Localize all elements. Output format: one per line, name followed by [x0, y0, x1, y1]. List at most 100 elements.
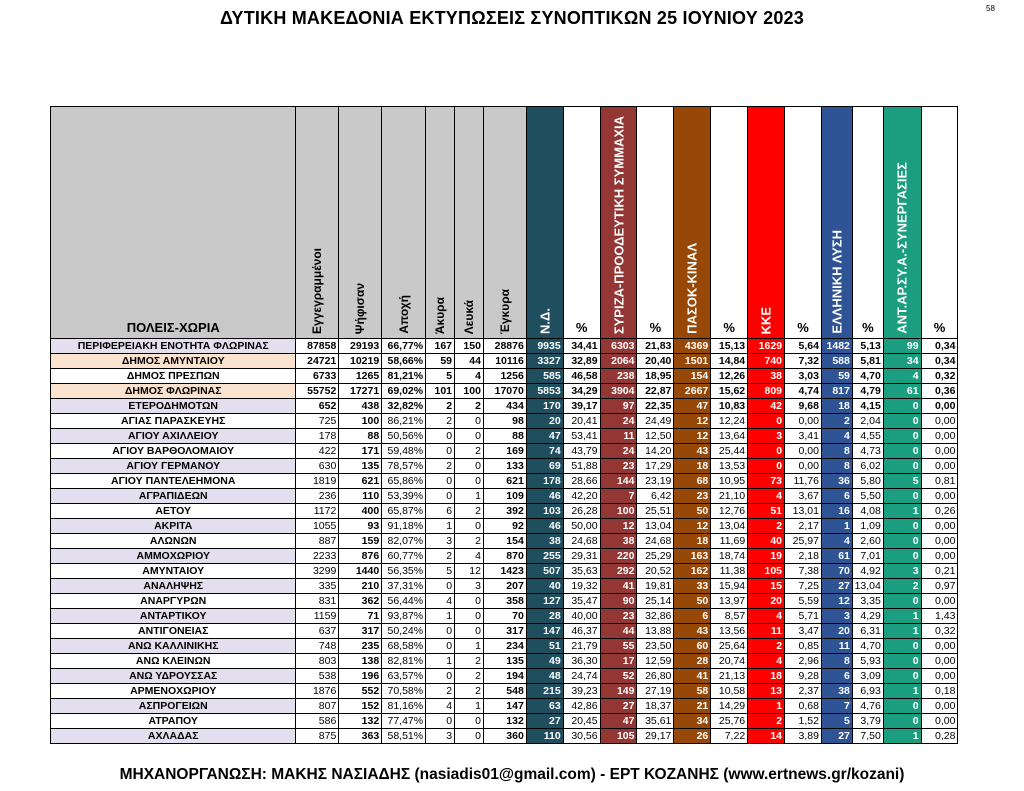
party-percent-cell: 0,00: [784, 443, 822, 459]
party-votes-cell: 0: [882, 653, 922, 669]
header-pct: %: [920, 106, 959, 339]
row-name: ΑΤΡΑΠΟΥ: [49, 713, 297, 729]
header-blank: Λευκά: [454, 106, 484, 339]
invalid-cell: 0: [425, 668, 456, 684]
party-percent-cell: 11,69: [710, 533, 749, 549]
party-votes-cell: 38: [747, 368, 786, 384]
table-row: ΑΓΙΟΥ ΒΑΡΘΟΛΟΜΑΙΟΥ 422 171 59,48% 0 2 169 74 43,…: [49, 443, 1024, 459]
party-votes-cell: 4: [820, 533, 853, 549]
blank-cell: 150: [454, 338, 484, 354]
party-votes-cell: 50: [673, 503, 712, 519]
party-votes-cell: 38: [820, 683, 853, 699]
party-percent-cell: 39,23: [562, 683, 601, 699]
header-voted: Ψήφισαν: [338, 106, 383, 339]
turnout-cell: 66,77%: [381, 338, 427, 354]
party-percent-cell: 2,96: [784, 653, 822, 669]
invalid-cell: 6: [425, 503, 456, 519]
party-percent-cell: 0,85: [784, 638, 822, 654]
party-percent-cell: 9,68: [784, 398, 822, 414]
party-votes-cell: 90: [599, 593, 638, 609]
blank-cell: 0: [454, 713, 484, 729]
party-percent-cell: 25,76: [710, 713, 749, 729]
voted-cell: 135: [338, 458, 383, 474]
party-percent-cell: 34,29: [562, 383, 601, 399]
party-percent-cell: 0,00: [784, 458, 822, 474]
table-row: ΔΗΜΟΣ ΑΜΥΝΤΑΙΟΥ 24721 10219 58,66% 59 44 10116…: [49, 353, 1024, 369]
party-votes-cell: 3: [747, 428, 786, 444]
page-number: 58: [986, 4, 995, 13]
party-votes-cell: 34: [882, 353, 922, 369]
registered-cell: 630: [295, 458, 340, 474]
party-votes-cell: 5: [882, 473, 922, 489]
party-votes-cell: 18: [747, 668, 786, 684]
blank-cell: 4: [454, 368, 484, 384]
party-votes-cell: 170: [525, 398, 564, 414]
party-votes-cell: 12: [673, 413, 712, 429]
party-percent-cell: 24,74: [562, 668, 601, 684]
party-votes-cell: 61: [820, 548, 853, 564]
invalid-cell: 2: [425, 683, 456, 699]
party-votes-cell: 49: [525, 653, 564, 669]
party-votes-cell: 127: [525, 593, 564, 609]
party-votes-cell: 7: [820, 698, 853, 714]
party-votes-cell: 740: [747, 353, 786, 369]
table-row: ΔΗΜΟΣ ΠΡΕΣΠΩΝ 6733 1265 81,21% 5 4 1256 585 46,5…: [49, 368, 1024, 384]
party-votes-cell: 97: [599, 398, 638, 414]
party-percent-cell: 11,76: [784, 473, 822, 489]
party-votes-cell: 36: [820, 473, 853, 489]
registered-cell: 637: [295, 623, 340, 639]
party-votes-cell: 4369: [673, 338, 712, 354]
table-row: ΑΓΙΟΥ ΑΧΙΛΛΕΙΟΥ 178 88 50,56% 0 0 88 47 53,41 11 1…: [49, 428, 1024, 444]
results-body: ΠΕΡΙΦΕΡΕΙΑΚΗ ΕΝΟΤΗΤΑ ΦΛΩΡΙΝΑΣ 87858 29193 6…: [49, 338, 1024, 744]
voted-cell: 17271: [338, 383, 383, 399]
row-name: ΑΜΜΟΧΩΡΙΟΥ: [49, 548, 297, 564]
party-percent-cell: 35,61: [636, 713, 675, 729]
party-votes-cell: 2667: [673, 383, 712, 399]
party-percent-cell: 27,19: [636, 683, 675, 699]
turnout-cell: 91,18%: [381, 518, 427, 534]
registered-cell: 807: [295, 698, 340, 714]
invalid-cell: 2: [425, 413, 456, 429]
party-percent-cell: 32,86: [636, 608, 675, 624]
invalid-cell: 0: [425, 578, 456, 594]
valid-cell: 194: [482, 668, 527, 684]
invalid-cell: 59: [425, 353, 456, 369]
party-percent-cell: 24,68: [562, 533, 601, 549]
party-votes-cell: 4: [820, 428, 853, 444]
valid-cell: 621: [482, 473, 527, 489]
party-votes-cell: 26: [673, 728, 712, 744]
blank-cell: 2: [454, 533, 484, 549]
party-percent-cell: 3,03: [784, 368, 822, 384]
party-votes-cell: 292: [599, 563, 638, 579]
party-votes-cell: 0: [882, 533, 922, 549]
voted-cell: 196: [338, 668, 383, 684]
party-votes-cell: 38: [599, 533, 638, 549]
voted-cell: 876: [338, 548, 383, 564]
party-votes-cell: 51: [747, 503, 786, 519]
party-percent-cell: 4,29: [851, 608, 884, 624]
valid-cell: 10116: [482, 353, 527, 369]
party-percent-cell: 25,64: [710, 638, 749, 654]
party-votes-cell: 1: [882, 683, 922, 699]
party-percent-cell: 12,24: [710, 413, 749, 429]
party-votes-cell: 5853: [525, 383, 564, 399]
party-percent-cell: 21,10: [710, 488, 749, 504]
valid-cell: 360: [482, 728, 527, 744]
party-percent-cell: 35,47: [562, 593, 601, 609]
table-row: ΑΤΡΑΠΟΥ 586 132 77,47% 0 0 132 27 20,45 47 35,61 34…: [49, 713, 1024, 729]
party-votes-cell: 63: [525, 698, 564, 714]
party-votes-cell: 3: [820, 608, 853, 624]
party-percent-cell: 7,32: [784, 353, 822, 369]
party-votes-cell: 0: [747, 458, 786, 474]
party-votes-cell: 0: [747, 443, 786, 459]
party-percent-cell: 9,28: [784, 668, 822, 684]
party-votes-cell: 3: [882, 563, 922, 579]
party-votes-cell: 0: [882, 398, 922, 414]
party-votes-cell: 55: [599, 638, 638, 654]
party-percent-cell: 0,00: [920, 458, 959, 474]
party-votes-cell: 40: [525, 578, 564, 594]
party-percent-cell: 40,00: [562, 608, 601, 624]
voted-cell: 100: [338, 413, 383, 429]
party-votes-cell: 255: [525, 548, 564, 564]
party-percent-cell: 21,13: [710, 668, 749, 684]
